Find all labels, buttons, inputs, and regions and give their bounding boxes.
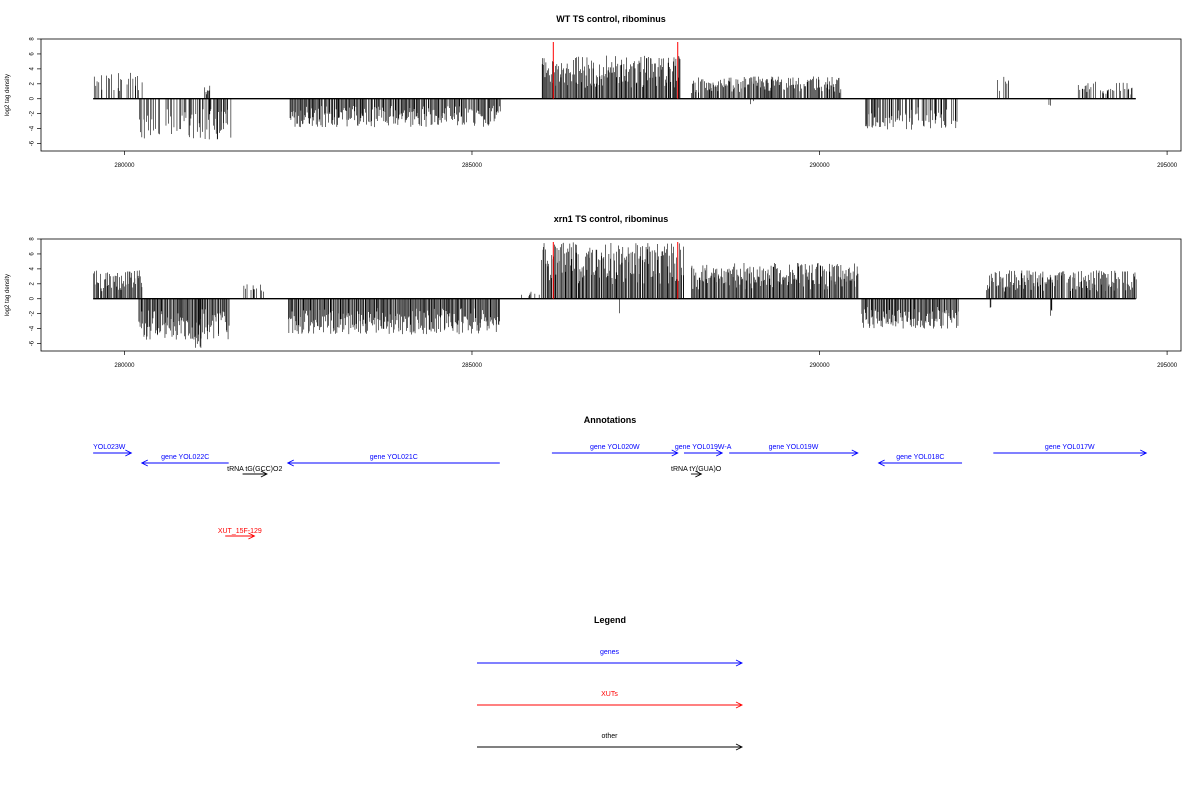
annotation-feature: XUT_15F-129	[218, 528, 262, 540]
legend-arrowhead	[735, 659, 744, 667]
x-tick-label: 280000	[114, 363, 135, 369]
feature-arrowhead	[248, 532, 256, 540]
y-tick-label: 8	[30, 37, 36, 41]
legend-item: genes	[477, 649, 744, 667]
legend-label: genes	[600, 649, 620, 656]
y-tick-label: 0	[30, 296, 36, 300]
y-tick-label: 2	[30, 281, 36, 285]
annotation-feature: gene YOL020W	[551, 444, 679, 457]
feature-arrowhead	[877, 459, 885, 467]
annotation-feature: gene YOL021C	[286, 454, 500, 467]
x-tick-label: 280000	[114, 163, 135, 169]
annotation-feature: tRNA tG(GCC)O2	[227, 466, 282, 478]
x-tick-label: 290000	[810, 363, 831, 369]
xrn1-coverage-panel: xrn1 TS control, ribominus 8 6 4 2 0 -2 -4 -6 log…	[5, 214, 1182, 369]
legend-title: Legend	[594, 615, 626, 625]
y-tick-label: -6	[30, 340, 36, 346]
y-axis-label: log2 tag density	[5, 74, 11, 116]
feature-label: tRNA tY(GUA)O	[671, 466, 722, 473]
legend-arrowhead	[735, 701, 744, 709]
feature-label: gene YOL021C	[370, 454, 418, 461]
feature-arrowhead	[695, 470, 703, 478]
annotation-feature: gene YOL018C	[877, 454, 963, 467]
feature-arrowhead	[1140, 449, 1148, 457]
feature-label: gene YOL022C	[161, 454, 209, 461]
x-tick-label: 285000	[462, 163, 483, 169]
plot-frame	[40, 38, 1182, 152]
x-tick-label: 295000	[1157, 163, 1178, 169]
feature-label: tRNA tG(GCC)O2	[227, 466, 282, 473]
feature-label: gene YOL019W	[769, 444, 819, 451]
legend-arrowhead	[735, 743, 744, 751]
annotation-feature: gene YOL017W	[993, 444, 1148, 457]
feature-label: gene YOL019W-A	[675, 444, 732, 451]
legend-item: other	[477, 733, 744, 751]
y-tick-label: -4	[30, 125, 36, 131]
x-tick-label: 295000	[1157, 363, 1178, 369]
coverage-bars	[93, 242, 1137, 348]
y-tick-label: -2	[30, 110, 36, 116]
chart-title: xrn1 TS control, ribominus	[554, 214, 669, 224]
chart-title: WT TS control, ribominus	[556, 14, 666, 24]
y-tick-label: 4	[30, 67, 36, 71]
y-tick-label: 6	[30, 252, 36, 256]
feature-arrowhead	[716, 449, 724, 457]
feature-arrowhead	[286, 459, 294, 467]
legend-label: XUTs	[601, 691, 618, 698]
y-tick-label: -2	[30, 310, 36, 316]
feature-label: gene YOL018C	[896, 454, 944, 461]
annotation-feature: YOL023W	[93, 444, 133, 457]
coverage-bars	[93, 55, 1133, 140]
feature-arrowhead	[671, 449, 679, 457]
feature-arrowhead	[140, 459, 148, 467]
annotations-panel: Annotations YOL023W gene YOL022C tRNA tG(G…	[93, 415, 1148, 540]
feature-arrowhead	[851, 449, 859, 457]
y-tick-label: -4	[30, 325, 36, 331]
y-tick-label: 0	[30, 96, 36, 100]
legend-item: XUTs	[477, 691, 744, 709]
legend-panel: Legend genes XUTs other	[477, 615, 744, 751]
annotation-feature: gene YOL019W-A	[675, 444, 732, 457]
feature-label: gene YOL020W	[590, 444, 640, 451]
y-axis-label: log2 tag density	[5, 274, 11, 316]
legend-label: other	[602, 733, 619, 740]
x-tick-label: 285000	[462, 363, 483, 369]
y-tick-label: -6	[30, 140, 36, 146]
plot-frame	[40, 238, 1182, 352]
annotations-title: Annotations	[584, 415, 637, 425]
feature-arrowhead	[260, 470, 268, 478]
y-tick-label: 2	[30, 81, 36, 85]
y-tick-label: 6	[30, 52, 36, 56]
feature-label: gene YOL017W	[1045, 444, 1095, 451]
annotation-feature: tRNA tY(GUA)O	[671, 466, 722, 478]
annotation-feature: gene YOL022C	[140, 454, 229, 467]
wt-coverage-panel: WT TS control, ribominus 8 6 4 2 0 -2 -4 -6 log2 …	[5, 14, 1182, 169]
feature-label: YOL023W	[93, 444, 126, 451]
x-tick-label: 290000	[810, 163, 831, 169]
annotation-feature: gene YOL019W	[729, 444, 859, 457]
y-tick-label: 4	[30, 267, 36, 271]
feature-label: XUT_15F-129	[218, 528, 262, 535]
feature-arrowhead	[125, 449, 133, 457]
y-tick-label: 8	[30, 237, 36, 241]
